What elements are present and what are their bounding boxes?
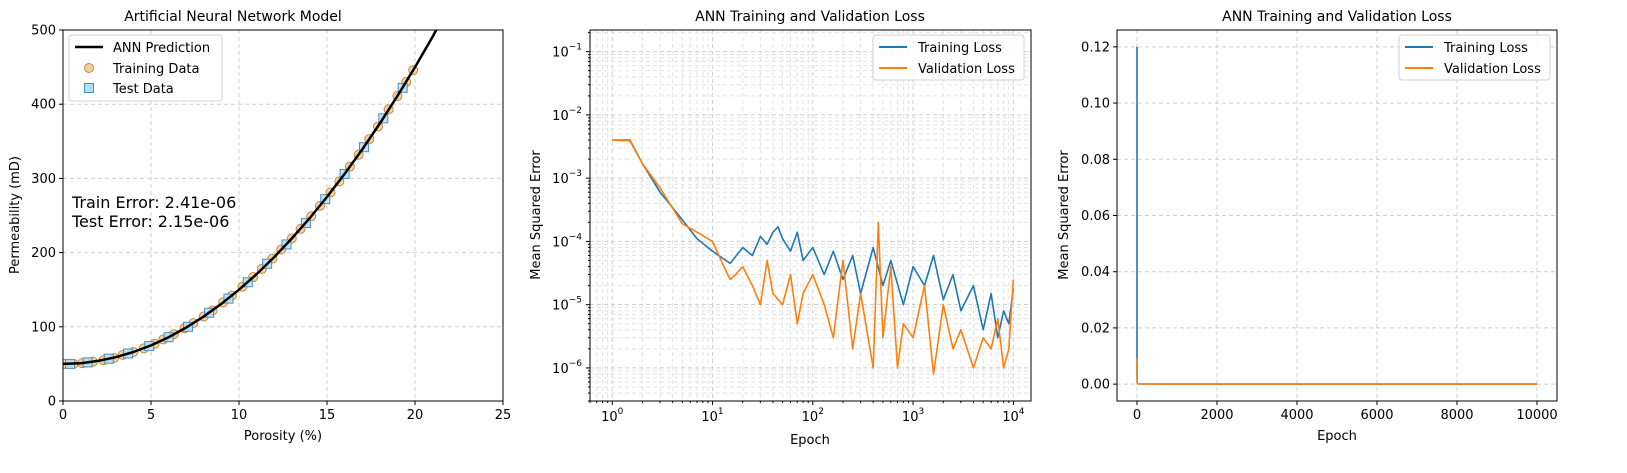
x-tick-label: 4000: [1280, 408, 1313, 423]
log-loss-panel: ANN Training and Validation Loss 100 101 1…: [529, 9, 1032, 448]
panel2-plot-area: [612, 139, 1015, 375]
y-tick-label: 400: [31, 98, 56, 113]
y-tick-label: 100: [31, 320, 56, 335]
x-tick-label: 15: [319, 408, 336, 423]
panel2-training-loss-line: [612, 139, 1015, 339]
legend-swatch-training-data: [84, 63, 94, 73]
x-tick-label: 101: [701, 407, 723, 425]
panel2-validation-loss-line: [612, 139, 1015, 375]
x-tick-label: 6000: [1360, 408, 1393, 423]
panel3-legend-box: [1398, 34, 1551, 81]
panel1-axes-frame: [62, 29, 504, 402]
panel2-ylabel: Mean Squared Error: [529, 150, 544, 280]
panel3-legend: Training Loss Validation Loss: [1398, 34, 1551, 81]
panel3-legend-label-training-loss: Training Loss: [1443, 41, 1528, 56]
panel1-xlabel: Porosity (%): [244, 429, 322, 444]
panel1-legend: ANN Prediction Training Data Test Data: [68, 34, 223, 102]
y-tick-label: 0.06: [1081, 209, 1110, 224]
panel2-legend-label-training-loss: Training Loss: [917, 41, 1002, 56]
y-tick-label: 0.10: [1081, 97, 1110, 112]
y-tick-label: 0.08: [1081, 153, 1110, 168]
y-tick-label: 0.02: [1081, 321, 1110, 336]
linear-loss-panel: ANN Training and Validation Loss 0 2000 40…: [1057, 9, 1558, 444]
porosity-permeability-panel: Artificial Neural Network Model 0 5 10 15 20…: [8, 9, 511, 444]
y-tick-label: 300: [31, 172, 56, 187]
panel2-legend-label-validation-loss: Validation Loss: [918, 62, 1015, 77]
ann-prediction-line: [63, 30, 438, 366]
y-tick-label: 500: [31, 24, 56, 39]
x-tick-label: 0: [1133, 408, 1141, 423]
panel1-plot-area: [63, 30, 438, 369]
y-tick-label: 0.04: [1081, 265, 1110, 280]
y-tick-label: 10−3: [552, 169, 582, 187]
panel2-ticks: 100 101 102 103 104 10−6 10−5 10−4 10−3 10−2 10−1: [552, 32, 1025, 425]
y-tick-label: 0.12: [1081, 40, 1110, 55]
legend-label-training-data: Training Data: [112, 62, 199, 77]
panel3-plot-area: [1136, 46, 1537, 385]
legend-label-ann-prediction: ANN Prediction: [113, 41, 210, 56]
x-tick-label: 8000: [1440, 408, 1473, 423]
x-tick-label: 2000: [1200, 408, 1233, 423]
x-tick-label: 100: [601, 407, 624, 425]
panel3-title: ANN Training and Validation Loss: [1222, 9, 1452, 25]
x-tick-label: 102: [802, 407, 824, 425]
x-tick-label: 20: [407, 408, 424, 423]
panel1-ticks: 0 5 10 15 20 25 0 100 200 300 400 500: [31, 24, 511, 424]
x-tick-label: 0: [59, 408, 67, 423]
test-error-annotation: Test Error: 2.15e-06: [71, 212, 229, 231]
x-tick-label: 10000: [1516, 408, 1557, 423]
panel3-legend-label-validation-loss: Validation Loss: [1444, 62, 1541, 77]
y-tick-label: 10−5: [552, 296, 582, 314]
x-tick-label: 5: [147, 408, 155, 423]
panel2-title: ANN Training and Validation Loss: [695, 9, 925, 25]
x-tick-label: 10: [231, 408, 248, 423]
panel3-xlabel: Epoch: [1317, 429, 1357, 444]
panel3-series-layer: [1136, 46, 1537, 385]
panel1-series-layer: [63, 30, 438, 369]
y-tick-label: 10−6: [552, 359, 582, 377]
y-tick-label: 10−4: [552, 232, 582, 250]
panel1-title: Artificial Neural Network Model: [124, 9, 342, 25]
y-tick-label: 200: [31, 246, 56, 261]
panel3-ylabel: Mean Squared Error: [1057, 150, 1072, 280]
panel2-series-layer: [612, 139, 1015, 375]
panel1-legend-box: [68, 34, 223, 102]
panel2-xlabel: Epoch: [790, 433, 830, 448]
panel3-validation-loss-line: [1136, 358, 1537, 385]
legend-label-test-data: Test Data: [112, 82, 174, 97]
y-tick-label: 0: [48, 395, 56, 410]
y-tick-label: 10−1: [552, 43, 582, 61]
train-error-annotation: Train Error: 2.41e-06: [71, 193, 236, 212]
panel3-ticks: 0 2000 4000 6000 8000 10000 0.00 0.02 0.04 0.06 0.…: [1081, 40, 1558, 423]
panel2-legend-box: [872, 34, 1025, 81]
x-tick-label: 25: [495, 408, 512, 423]
panel1-ylabel: Permeability (mD): [8, 156, 23, 274]
panel2-legend: Training Loss Validation Loss: [872, 34, 1025, 81]
y-tick-label: 10−2: [552, 106, 582, 124]
y-tick-label: 0.00: [1081, 378, 1110, 393]
x-tick-label: 104: [1002, 407, 1025, 425]
panel2-axes-frame: [589, 29, 1032, 402]
legend-swatch-test-data: [84, 83, 94, 93]
x-tick-label: 103: [902, 407, 924, 425]
